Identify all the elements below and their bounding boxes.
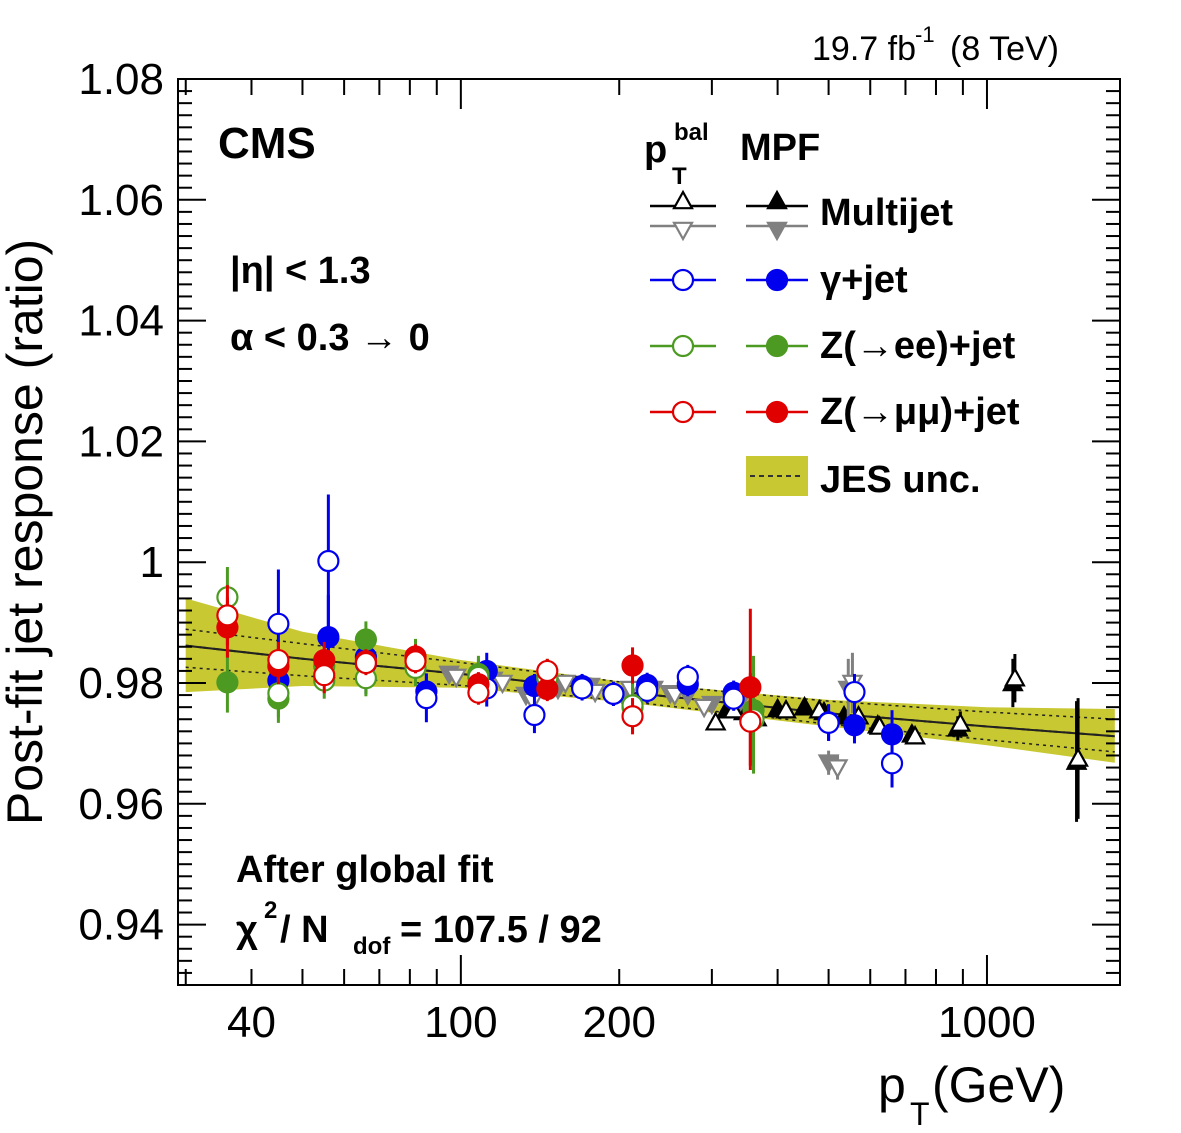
legend-label-zee-jet: Z(→ee)+jet xyxy=(820,325,1016,367)
legend-col-ptbal-sub: T xyxy=(672,163,687,190)
legend-marker-filled xyxy=(765,268,789,292)
y-axis-title: Post-fit jet response (ratio) xyxy=(0,239,53,825)
data-point xyxy=(317,549,340,573)
chi2-superscript: 2 xyxy=(264,897,277,924)
data-point xyxy=(843,680,866,704)
jes-band-inner-upper xyxy=(185,628,1115,720)
data-point xyxy=(949,712,972,732)
plot-frame xyxy=(177,78,1121,986)
data-series xyxy=(216,494,1089,822)
data-point xyxy=(354,651,378,675)
y-tick-label: 0.94 xyxy=(78,901,164,950)
data-point xyxy=(313,664,336,687)
y-tick-label: 1.06 xyxy=(78,176,164,225)
data-point xyxy=(267,612,290,635)
chi2-label: χ xyxy=(236,909,258,951)
y-tick-label: 1.02 xyxy=(78,417,164,466)
legend-label-zmumu-jet: Z(→μμ)+jet xyxy=(820,391,1020,433)
data-point xyxy=(817,711,840,734)
legend-label-jes-unc: JES unc. xyxy=(820,459,981,501)
data-point xyxy=(739,710,762,733)
data-point xyxy=(216,671,239,694)
data-point xyxy=(602,682,625,705)
data-point xyxy=(404,650,427,673)
legend-label-gamma-jet: γ+jet xyxy=(820,259,908,301)
x-axis-title-main: p xyxy=(878,1057,906,1113)
data-point xyxy=(317,625,340,649)
axis-ticks: 0.94 0.96 0.98 1 1.02 1.04 1.06 1.08 40 100 200 100… xyxy=(78,55,1120,1047)
legend-marker-open xyxy=(671,400,695,424)
y-tick-label: 0.96 xyxy=(78,780,164,829)
chi2-ndof-label: / N xyxy=(280,909,329,951)
legend-marker-open xyxy=(671,268,695,292)
data-point xyxy=(793,695,816,716)
eta-cut-label: |η| < 1.3 xyxy=(230,250,371,292)
x-tick-label: 40 xyxy=(227,998,276,1047)
data-point xyxy=(554,674,577,695)
data-point xyxy=(843,714,866,737)
legend-marker-filled xyxy=(766,221,788,242)
y-tick-label: 0.98 xyxy=(78,659,164,708)
data-point xyxy=(467,681,490,704)
legend-marker-filled xyxy=(765,400,789,424)
legend-marker-filled xyxy=(765,334,789,358)
lumi-superscript: -1 xyxy=(915,22,935,47)
series-3 xyxy=(445,652,864,780)
data-point xyxy=(636,679,659,702)
y-tick-label: 1.08 xyxy=(78,55,164,104)
series-9 xyxy=(216,585,762,770)
x-axis-title-sub: T xyxy=(910,1096,930,1132)
data-point xyxy=(704,710,727,731)
experiment-label: CMS xyxy=(218,119,316,168)
x-tick-label: 1000 xyxy=(938,998,1036,1047)
data-point xyxy=(570,677,594,700)
data-point xyxy=(267,648,290,672)
data-point xyxy=(536,659,559,683)
legend-label-multijet: Multijet xyxy=(820,192,953,234)
y-tick-label: 1 xyxy=(140,538,164,587)
legend: p bal T MPF Multijet γ+jet Z(→ee)+jet Z(… xyxy=(644,119,1020,501)
lumi-label: 19.7 fb xyxy=(812,30,916,68)
data-point xyxy=(621,705,644,728)
data-point xyxy=(693,698,715,719)
data-point xyxy=(676,665,699,689)
data-point xyxy=(904,724,926,745)
data-point xyxy=(1004,666,1026,687)
x-tick-label: 100 xyxy=(424,998,497,1047)
data-point xyxy=(826,759,849,779)
legend-marker-open xyxy=(672,221,694,242)
legend-col-ptbal-sup: bal xyxy=(674,119,709,146)
chi2-value-label: = 107.5 / 92 xyxy=(400,909,602,951)
legend-col-ptbal: p xyxy=(644,129,667,171)
data-point xyxy=(621,654,644,677)
data-point xyxy=(267,682,290,705)
legend-markers xyxy=(650,189,808,496)
data-point xyxy=(722,687,745,710)
y-tick-label: 1.04 xyxy=(78,297,164,346)
data-point xyxy=(415,686,438,710)
chi2-ndof-subscript: dof xyxy=(353,933,391,960)
data-point xyxy=(216,604,239,627)
data-point xyxy=(523,703,546,727)
legend-marker-open xyxy=(672,189,694,210)
x-axis-title-unit: (GeV) xyxy=(932,1057,1065,1113)
legend-marker-filled xyxy=(766,189,788,210)
data-point xyxy=(491,674,514,695)
data-point xyxy=(1067,747,1089,767)
fit-label: After global fit xyxy=(236,849,494,891)
legend-col-mpf: MPF xyxy=(740,127,820,169)
data-point xyxy=(445,668,468,689)
x-tick-label: 200 xyxy=(583,998,656,1047)
data-point xyxy=(619,680,642,701)
data-point xyxy=(354,628,378,651)
alpha-cut-label: α < 0.3 → 0 xyxy=(230,317,430,359)
data-point xyxy=(880,752,904,775)
legend-marker-open xyxy=(671,334,695,358)
data-point xyxy=(663,686,686,707)
data-point xyxy=(775,698,797,719)
energy-label: (8 TeV) xyxy=(950,30,1059,68)
